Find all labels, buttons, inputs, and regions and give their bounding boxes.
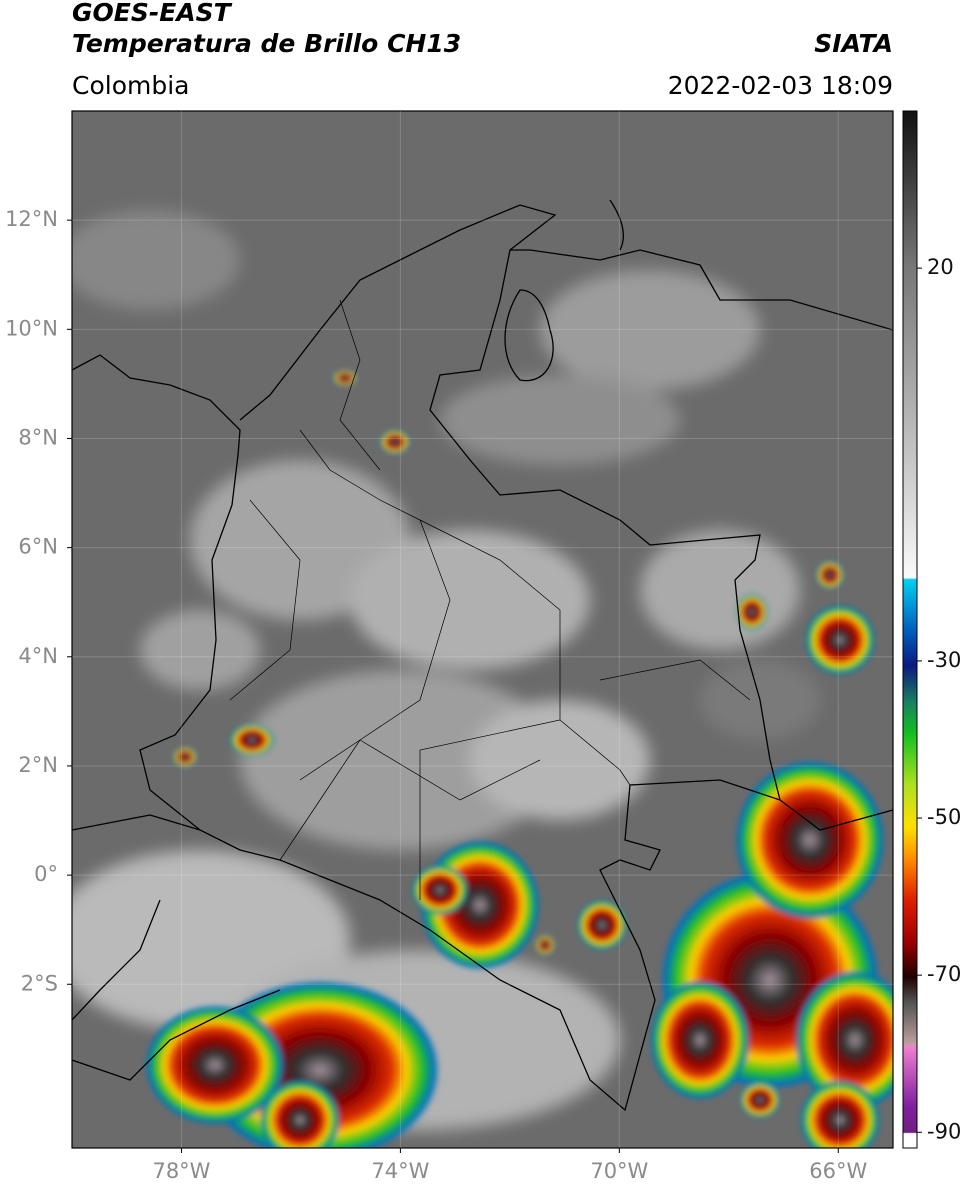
datetime: 2022-02-03 18:09 — [668, 71, 893, 100]
y-tick-label: 2°N — [18, 753, 58, 777]
x-tick-label: 78°W — [152, 1159, 210, 1183]
map-frame — [71, 110, 894, 1149]
y-tick-label: 12°N — [5, 207, 58, 231]
colorbar-tick-label: -50 — [927, 805, 961, 829]
colorbar — [902, 110, 918, 1149]
source: SIATA — [814, 29, 893, 58]
y-tick-label: 6°N — [18, 535, 58, 559]
x-tick-label: 70°W — [590, 1159, 648, 1183]
y-tick-label: 8°N — [18, 425, 58, 449]
colorbar-tick-label: -30 — [927, 648, 961, 672]
satellite-image — [72, 111, 893, 1148]
y-tick-label: 2°S — [21, 971, 58, 995]
region: Colombia — [72, 71, 189, 100]
y-tick-label: 10°N — [5, 316, 58, 340]
colorbar-tick-label: 20 — [927, 255, 954, 279]
colorbar-tick-label: -90 — [927, 1119, 961, 1143]
colorbar-tick-label: -70 — [927, 962, 961, 986]
x-tick-label: 74°W — [371, 1159, 429, 1183]
x-tick-label: 66°W — [809, 1159, 867, 1183]
y-tick-label: 4°N — [18, 644, 58, 668]
product: Temperatura de Brillo CH13 — [72, 29, 461, 58]
satellite: GOES-EAST — [72, 0, 233, 27]
y-tick-label: 0° — [34, 862, 58, 886]
